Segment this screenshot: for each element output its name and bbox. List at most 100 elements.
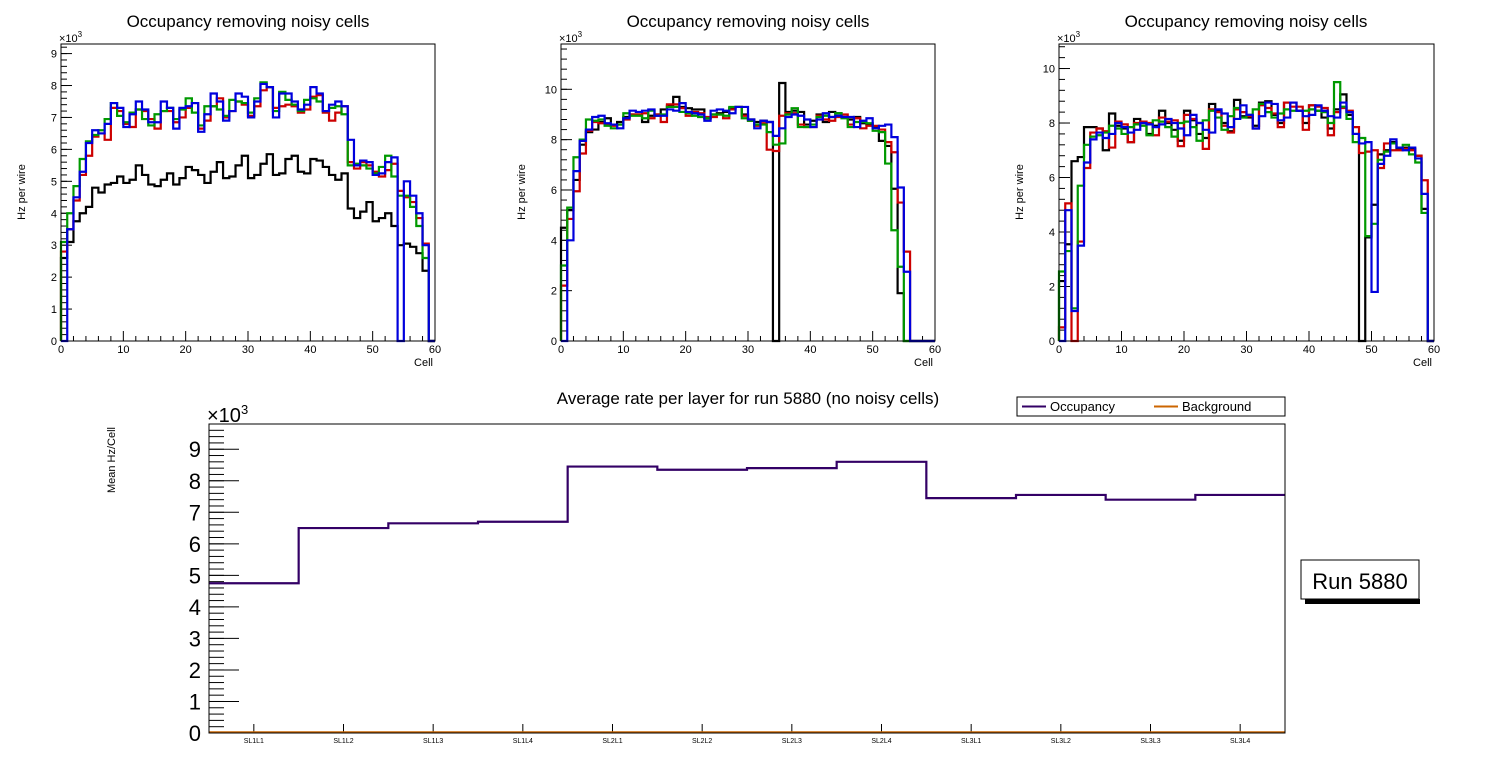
series-blue-line: [561, 102, 935, 343]
x-category-label: SL1L4: [513, 738, 533, 745]
y-tick-label: 6: [51, 144, 57, 156]
legend-box: [1016, 396, 1286, 417]
x-category-label: SL2L4: [871, 738, 891, 745]
chart-title: Occupancy removing noisy cells: [627, 12, 870, 31]
y-tick-label: 4: [1049, 227, 1055, 239]
x-category-label: SL1L2: [333, 738, 353, 745]
exponent-power: 3: [578, 30, 583, 39]
run-label-shadow: [1305, 599, 1420, 604]
x-tick-label: 20: [180, 344, 192, 356]
y-tick-label: 0: [189, 721, 201, 746]
plot-frame: [1058, 43, 1435, 342]
exponent-base: ×10: [559, 33, 578, 45]
exponent-power: 3: [78, 30, 83, 39]
y-axis-exponent: ×103: [559, 30, 583, 45]
x-tick-label: 30: [1240, 344, 1252, 356]
x-tick-label: 50: [867, 344, 879, 356]
series-blue-line: [61, 82, 435, 343]
x-axis-label: Cell: [414, 357, 433, 369]
y-tick-label: 4: [51, 208, 57, 220]
x-tick-label: 40: [304, 344, 316, 356]
x-category-label: SL3L4: [1230, 738, 1250, 745]
exponent-base: ×10: [59, 33, 78, 45]
legend: Occupancy Background: [1016, 396, 1286, 417]
exponent-base: ×10: [207, 405, 241, 427]
y-tick-label: 9: [51, 49, 57, 61]
y-tick-label: 10: [545, 84, 557, 96]
y-tick-label: 3: [51, 240, 57, 252]
x-tick-label: 10: [117, 344, 129, 356]
x-tick-label: 30: [242, 344, 254, 356]
y-tick-label: 2: [51, 272, 57, 284]
x-tick-label: 40: [804, 344, 816, 356]
x-tick-label: 60: [429, 344, 441, 356]
y-tick-label: 5: [51, 176, 57, 188]
exponent-power: 3: [1076, 30, 1081, 39]
y-tick-label: 8: [551, 135, 557, 147]
y-tick-label: 8: [51, 81, 57, 93]
x-category-label: SL3L3: [1140, 738, 1160, 745]
x-axis-label: Cell: [914, 357, 933, 369]
x-tick-label: 0: [1056, 344, 1062, 356]
chart-2: Occupancy removing noisy cells Hz per wir…: [516, 12, 941, 369]
exponent-power: 3: [241, 402, 248, 417]
x-axis-label: Cell: [1413, 357, 1432, 369]
y-axis-label: Hz per wire: [16, 164, 28, 220]
chart-3: Occupancy removing noisy cells Hz per wir…: [1014, 12, 1440, 369]
y-axis-label: Hz per wire: [516, 164, 528, 220]
x-tick-label: 40: [1303, 344, 1315, 356]
x-tick-label: 30: [742, 344, 754, 356]
x-tick-label: 60: [929, 344, 941, 356]
x-category-label: SL2L2: [692, 738, 712, 745]
run-label-box: Run 5880: [1300, 559, 1420, 604]
y-tick-label: 2: [189, 658, 201, 683]
chart-title: Occupancy removing noisy cells: [1125, 12, 1368, 31]
y-axis-exponent: ×103: [59, 30, 83, 45]
y-tick-label: 6: [551, 185, 557, 197]
y-tick-label: 0: [51, 336, 57, 348]
series-occupancy-line: [209, 460, 1285, 585]
chart-title: Average rate per layer for run 5880 (no …: [557, 389, 939, 408]
y-tick-label: 7: [51, 112, 57, 124]
exponent-base: ×10: [1057, 33, 1076, 45]
y-tick-label: 2: [551, 286, 557, 298]
series-green-line: [59, 81, 435, 343]
run-label-text: Run 5880: [1312, 569, 1407, 594]
series-black-line: [59, 153, 435, 343]
y-tick-label: 9: [189, 437, 201, 462]
y-tick-label: 8: [189, 469, 201, 494]
x-tick-label: 0: [558, 344, 564, 356]
chart-4: Average rate per layer for run 5880 (no …: [106, 389, 1286, 746]
series-red-line: [59, 86, 435, 343]
x-category-label: SL1L3: [423, 738, 443, 745]
x-tick-label: 0: [58, 344, 64, 356]
y-tick-label: 0: [551, 336, 557, 348]
y-tick-label: 10: [1043, 64, 1055, 76]
y-tick-label: 5: [189, 563, 201, 588]
y-tick-label: 4: [189, 595, 201, 620]
plot-frame: [208, 423, 1286, 734]
y-tick-label: 6: [189, 532, 201, 557]
x-category-label: SL1L1: [244, 738, 264, 745]
x-tick-label: 10: [1115, 344, 1127, 356]
x-tick-label: 50: [367, 344, 379, 356]
y-tick-label: 4: [551, 235, 557, 247]
plot-frame: [560, 43, 936, 342]
chart-title: Occupancy removing noisy cells: [127, 12, 370, 31]
y-tick-label: 1: [189, 689, 201, 714]
y-tick-label: 1: [51, 304, 57, 316]
y-tick-label: 8: [1049, 118, 1055, 130]
legend-label-background: Background: [1182, 399, 1251, 414]
y-tick-label: 3: [189, 626, 201, 651]
run-label-frame: [1300, 559, 1420, 600]
y-axis-exponent: ×103: [1057, 30, 1081, 45]
y-axis-label: Mean Hz/Cell: [106, 427, 118, 493]
chart-1: Occupancy removing noisy cells Hz per wir…: [16, 12, 441, 369]
x-category-label: SL3L1: [961, 738, 981, 745]
x-category-label: SL3L2: [1051, 738, 1071, 745]
x-tick-label: 50: [1365, 344, 1377, 356]
y-tick-label: 0: [1049, 336, 1055, 348]
legend-label-occupancy: Occupancy: [1050, 399, 1116, 414]
y-tick-label: 2: [1049, 282, 1055, 294]
